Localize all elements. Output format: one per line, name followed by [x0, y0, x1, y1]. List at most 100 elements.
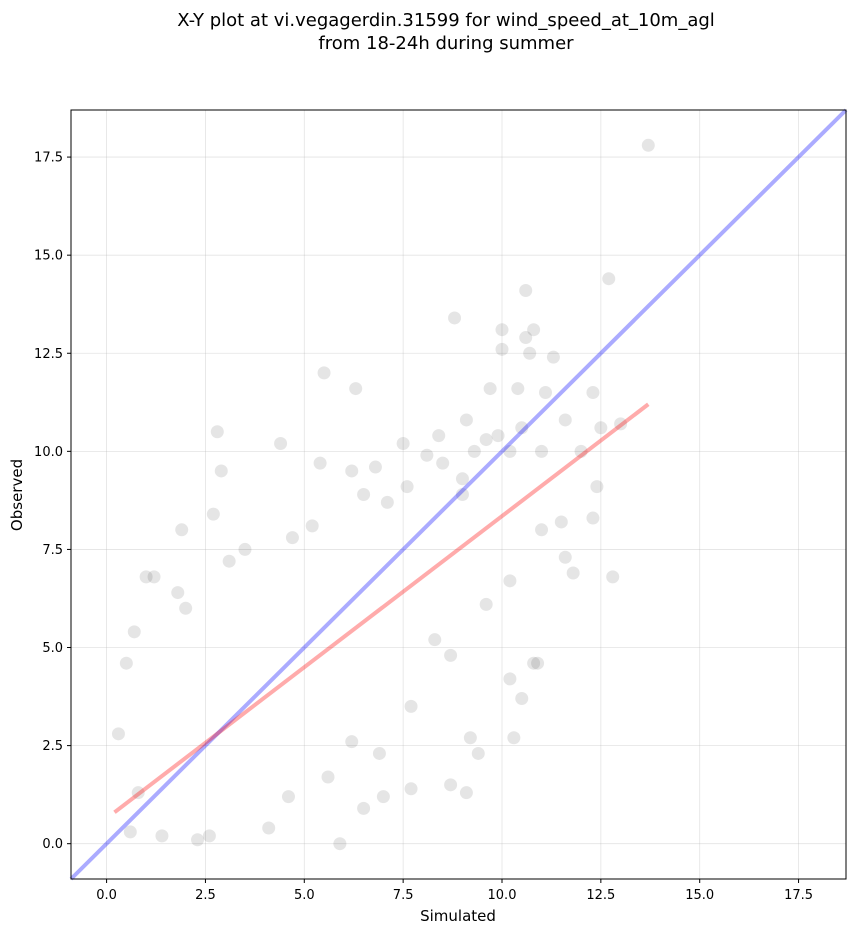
y-tick-label: 2.5 [42, 739, 63, 754]
data-point [574, 444, 588, 458]
data-point [448, 311, 462, 325]
data-point [317, 366, 331, 380]
data-point [404, 699, 418, 713]
data-point [558, 413, 572, 427]
data-point [345, 735, 359, 749]
data-point [345, 464, 359, 478]
data-point [594, 421, 608, 435]
data-point [546, 350, 560, 364]
data-point [606, 570, 620, 584]
data-point [554, 515, 568, 529]
data-point [206, 507, 220, 521]
x-axis-label: Simulated [420, 907, 496, 925]
data-point [127, 625, 141, 639]
data-point [210, 425, 224, 439]
y-tick-label: 0.0 [42, 837, 63, 852]
data-point [444, 648, 458, 662]
chart-title-line-2: from 18-24h during summer [318, 33, 574, 54]
data-point [531, 656, 545, 670]
data-point [420, 448, 434, 462]
data-point [285, 531, 299, 545]
data-point [313, 456, 327, 470]
data-point [349, 382, 363, 396]
data-point [459, 413, 473, 427]
x-tick-label: 7.5 [393, 888, 414, 903]
identity-line [69, 108, 848, 881]
data-point [147, 570, 161, 584]
data-point [171, 586, 185, 600]
data-point [503, 444, 517, 458]
data-point [527, 656, 541, 670]
data-point [503, 672, 517, 686]
data-point [491, 429, 505, 443]
data-point [535, 523, 549, 537]
data-point [614, 417, 628, 431]
data-point [566, 566, 580, 580]
data-point [471, 746, 485, 760]
data-point [404, 782, 418, 796]
y-tick-label: 5.0 [42, 641, 63, 656]
data-point [202, 829, 216, 843]
y-tick-label: 17.5 [34, 151, 63, 166]
data-point [455, 488, 469, 501]
data-point [380, 495, 394, 509]
data-point [396, 436, 410, 450]
data-point [515, 421, 529, 435]
data-point [139, 570, 153, 584]
data-point [281, 790, 295, 804]
data-point [590, 480, 604, 494]
data-point [515, 692, 529, 706]
data-point [357, 801, 371, 815]
data-point [535, 444, 549, 458]
data-point [507, 731, 521, 745]
x-tick-label: 0.0 [96, 888, 117, 903]
data-point [262, 821, 276, 835]
data-point [511, 382, 525, 396]
data-point [538, 385, 552, 399]
data-point [175, 523, 189, 537]
x-tick-label: 15.0 [685, 888, 714, 903]
data-point [432, 429, 446, 443]
data-point [131, 786, 145, 800]
data-point [519, 283, 533, 297]
data-point [191, 833, 205, 847]
data-point [495, 323, 509, 337]
x-tick-label: 17.5 [784, 888, 813, 903]
data-point [483, 382, 497, 396]
data-point [274, 436, 288, 450]
x-tick-label: 12.5 [586, 888, 615, 903]
data-point [376, 790, 390, 804]
data-point [459, 786, 473, 800]
data-point [119, 656, 133, 670]
data-point [155, 829, 169, 843]
data-point [372, 746, 386, 760]
y-axis-label: Observed [8, 459, 26, 531]
data-point [523, 346, 537, 360]
y-tick-label: 12.5 [34, 347, 63, 362]
scatter-points [111, 138, 655, 851]
data-point [503, 574, 517, 588]
data-point [519, 331, 533, 345]
data-point [357, 488, 371, 501]
data-point [463, 731, 477, 745]
data-point [368, 460, 382, 474]
chart-title-line-1: X-Y plot at vi.vegagerdin.31599 for wind… [177, 10, 715, 31]
data-point [444, 778, 458, 792]
data-point [123, 825, 137, 839]
plot-frame [70, 109, 847, 880]
data-point [400, 480, 414, 494]
data-point [214, 464, 228, 478]
data-point [455, 472, 469, 486]
data-point [428, 633, 442, 647]
data-point [321, 770, 335, 784]
data-point [641, 138, 655, 152]
data-point [602, 272, 616, 286]
x-tick-label: 5.0 [294, 888, 315, 903]
data-point [305, 519, 319, 533]
axis-ticks: 0.0 2.5 5.0 7.5 10.0 12.5 15.0 17.5 0.0 2.5 5.0 7.5… [34, 151, 813, 903]
data-point [527, 323, 541, 337]
reference-lines [69, 108, 848, 881]
data-point [222, 554, 236, 568]
data-point [586, 511, 600, 525]
